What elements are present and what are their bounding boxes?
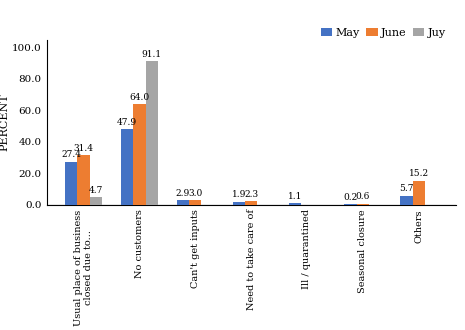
Text: 2.9: 2.9	[176, 189, 190, 198]
Bar	[146, 61, 158, 205]
Bar	[90, 197, 102, 205]
Bar	[288, 203, 301, 205]
Text: 0.6: 0.6	[356, 192, 370, 201]
Text: 1.9: 1.9	[232, 190, 246, 199]
Y-axis label: PERCENT: PERCENT	[0, 93, 9, 151]
Text: 0.2: 0.2	[343, 193, 358, 202]
Text: 5.7: 5.7	[399, 184, 414, 193]
Text: 3.0: 3.0	[188, 188, 202, 198]
Text: 64.0: 64.0	[129, 93, 149, 102]
Bar	[133, 104, 146, 205]
Bar	[232, 202, 245, 205]
Text: 27.4: 27.4	[61, 150, 81, 159]
Legend: May, June, Juy: May, June, Juy	[317, 24, 450, 43]
Text: 1.1: 1.1	[287, 191, 302, 201]
Bar	[245, 201, 257, 205]
Bar	[412, 181, 425, 205]
Text: 2.3: 2.3	[244, 190, 258, 199]
Text: 4.7: 4.7	[89, 186, 103, 195]
Text: 15.2: 15.2	[409, 169, 429, 178]
Bar	[177, 200, 189, 205]
Text: 31.4: 31.4	[73, 144, 93, 153]
Bar	[121, 129, 133, 205]
Bar	[65, 162, 77, 205]
Bar	[77, 155, 90, 205]
Text: 47.9: 47.9	[117, 118, 137, 127]
Bar	[357, 204, 369, 205]
Text: 91.1: 91.1	[142, 50, 162, 59]
Bar	[400, 196, 412, 205]
Bar	[189, 200, 201, 205]
